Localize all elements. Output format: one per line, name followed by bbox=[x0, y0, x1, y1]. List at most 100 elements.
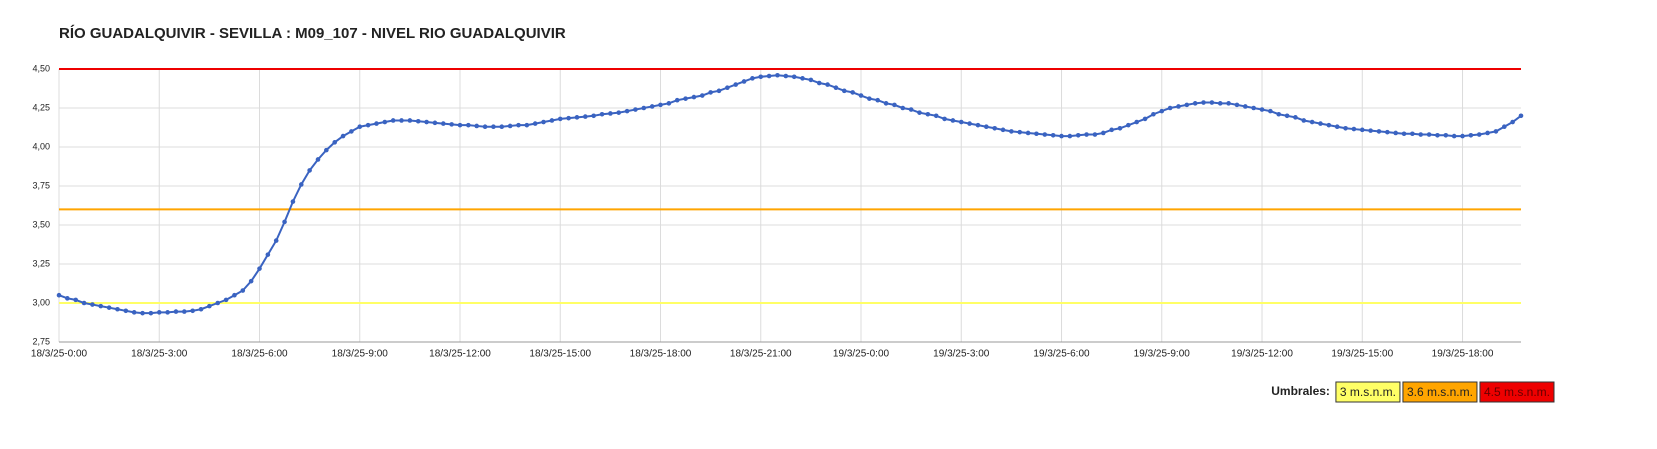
legend-label: 3.6 m.s.n.m. bbox=[1407, 385, 1473, 399]
data-point bbox=[232, 292, 237, 298]
data-point bbox=[1401, 131, 1407, 137]
data-point bbox=[56, 292, 62, 298]
data-point bbox=[1385, 129, 1390, 135]
data-point bbox=[1117, 125, 1123, 131]
data-point bbox=[883, 101, 889, 106]
data-point bbox=[758, 74, 764, 80]
data-point bbox=[315, 157, 321, 162]
data-point bbox=[750, 76, 755, 81]
data-point bbox=[633, 107, 638, 112]
data-point bbox=[1184, 102, 1190, 108]
data-point bbox=[1234, 102, 1240, 108]
legend-swatch bbox=[1479, 381, 1555, 403]
y-tick-label: 2,75 bbox=[32, 336, 50, 346]
data-point bbox=[666, 101, 672, 106]
data-point bbox=[532, 121, 538, 126]
data-point bbox=[541, 119, 546, 125]
data-point bbox=[466, 122, 471, 128]
data-point bbox=[1485, 130, 1490, 136]
data-point bbox=[474, 123, 480, 129]
data-point bbox=[1251, 105, 1256, 111]
data-point bbox=[608, 111, 613, 116]
data-point bbox=[290, 199, 296, 204]
data-point bbox=[1034, 131, 1039, 137]
data-point bbox=[791, 74, 797, 80]
data-point bbox=[766, 73, 772, 79]
legend-label: 4.5 m.s.n.m. bbox=[1484, 385, 1550, 399]
legend-swatch bbox=[1335, 381, 1401, 403]
y-tick-label: 3,00 bbox=[32, 297, 50, 307]
data-point bbox=[1259, 107, 1265, 112]
data-point bbox=[424, 119, 429, 125]
data-point bbox=[1376, 129, 1382, 134]
data-point bbox=[933, 113, 939, 119]
data-point bbox=[549, 118, 555, 123]
data-point bbox=[282, 219, 287, 225]
data-point bbox=[1293, 115, 1298, 120]
data-point bbox=[90, 302, 95, 307]
x-tick-label: 18/3/25-6:00 bbox=[231, 349, 288, 360]
data-point bbox=[240, 288, 246, 293]
data-point bbox=[390, 118, 396, 123]
data-point bbox=[892, 102, 897, 108]
data-point bbox=[1209, 100, 1215, 105]
data-point bbox=[1059, 133, 1064, 139]
data-point bbox=[365, 122, 371, 128]
data-point bbox=[1025, 130, 1031, 136]
data-point bbox=[198, 306, 204, 312]
data-point bbox=[415, 118, 421, 124]
data-point bbox=[691, 94, 697, 100]
data-point bbox=[190, 308, 195, 314]
data-point bbox=[257, 266, 262, 271]
data-point bbox=[248, 278, 254, 284]
x-tick-label: 19/3/25-6:00 bbox=[1033, 349, 1090, 360]
data-point bbox=[725, 85, 730, 91]
data-point bbox=[825, 82, 830, 87]
data-point bbox=[1426, 132, 1432, 137]
data-point bbox=[958, 119, 964, 125]
data-point bbox=[307, 168, 312, 173]
x-tick-label: 18/3/25-0:00 bbox=[31, 349, 88, 360]
data-point bbox=[374, 121, 379, 126]
data-point bbox=[140, 310, 145, 316]
data-point bbox=[867, 96, 872, 101]
data-point bbox=[1067, 133, 1073, 139]
data-point bbox=[1318, 121, 1323, 126]
data-point bbox=[507, 123, 513, 129]
data-point bbox=[1109, 127, 1114, 133]
data-point bbox=[992, 125, 997, 131]
legend-swatch bbox=[1402, 381, 1478, 403]
data-point bbox=[908, 107, 914, 112]
data-point bbox=[975, 122, 981, 128]
data-point bbox=[1126, 122, 1131, 128]
data-point bbox=[850, 90, 855, 95]
data-point bbox=[432, 120, 438, 126]
data-point bbox=[1268, 108, 1273, 114]
x-tick-label: 18/3/25-15:00 bbox=[529, 349, 591, 360]
data-point bbox=[925, 111, 931, 117]
data-point bbox=[616, 110, 622, 115]
data-point bbox=[148, 310, 154, 316]
data-point bbox=[298, 182, 304, 187]
data-point bbox=[641, 105, 647, 111]
y-tick-label: 3,75 bbox=[32, 180, 50, 190]
x-tick-label: 18/3/25-21:00 bbox=[730, 349, 792, 360]
data-point bbox=[1017, 129, 1023, 135]
data-point bbox=[1284, 113, 1290, 119]
data-point bbox=[1092, 132, 1098, 137]
data-point bbox=[1501, 124, 1507, 130]
data-point bbox=[741, 79, 747, 84]
data-point bbox=[1134, 119, 1140, 125]
data-point bbox=[499, 124, 505, 130]
data-point bbox=[1050, 133, 1056, 138]
data-point bbox=[733, 82, 738, 87]
data-point bbox=[449, 122, 454, 127]
legend-title: Umbrales: bbox=[1271, 384, 1330, 398]
data-point bbox=[1468, 133, 1474, 138]
data-point bbox=[674, 97, 680, 103]
data-point bbox=[1326, 122, 1332, 128]
data-point bbox=[131, 310, 137, 315]
data-point bbox=[808, 77, 814, 83]
data-point bbox=[399, 118, 404, 123]
data-point bbox=[1368, 128, 1373, 133]
